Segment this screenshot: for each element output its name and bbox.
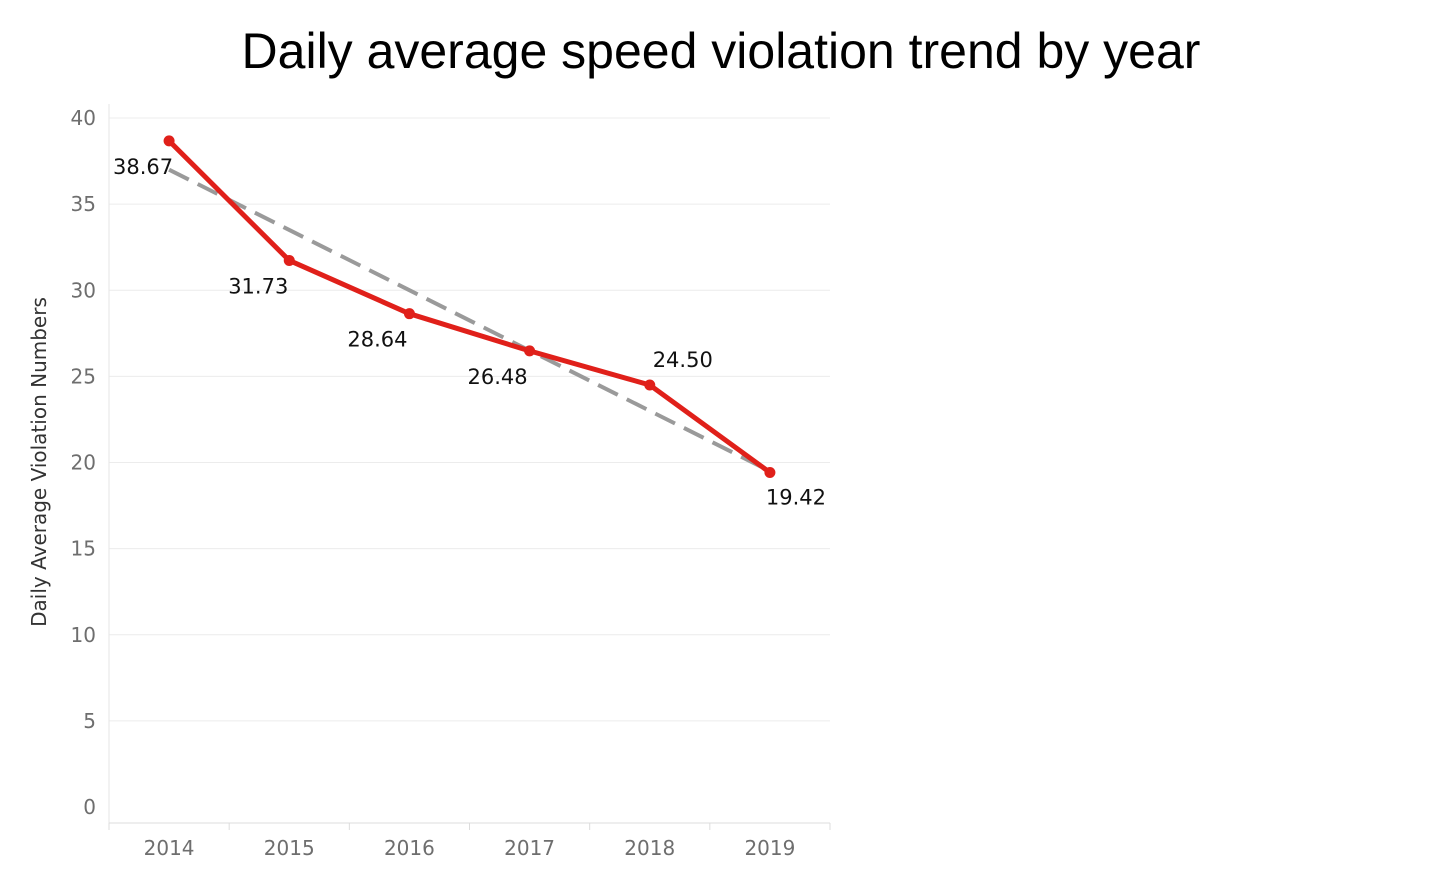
x-tick-label: 2016 bbox=[384, 836, 435, 860]
data-label: 24.50 bbox=[653, 348, 713, 372]
grid-lines bbox=[109, 117, 830, 722]
y-tick-label: 30 bbox=[71, 278, 96, 302]
data-points bbox=[163, 135, 776, 478]
y-tick-label: 10 bbox=[71, 623, 96, 647]
x-tick-label: 2019 bbox=[744, 836, 795, 860]
y-tick-label: 0 bbox=[83, 795, 96, 819]
data-label: 31.73 bbox=[228, 274, 288, 298]
data-label: 26.48 bbox=[468, 365, 528, 389]
data-point[interactable] bbox=[283, 254, 295, 266]
data-point[interactable] bbox=[524, 345, 536, 357]
data-labels: 38.67 31.73 28.64 26.48 24.50 19.42 bbox=[113, 155, 826, 510]
chart-title: Daily average speed violation trend by y… bbox=[241, 23, 1201, 79]
x-tick-label: 2014 bbox=[144, 836, 195, 860]
y-tick-label: 40 bbox=[71, 106, 96, 130]
trend-line bbox=[168, 167, 771, 473]
x-tick-label: 2017 bbox=[504, 836, 555, 860]
y-tick-label: 25 bbox=[71, 364, 96, 388]
trend-line-group bbox=[168, 167, 771, 473]
data-label: 38.67 bbox=[113, 155, 173, 179]
data-point[interactable] bbox=[764, 466, 776, 478]
data-point[interactable] bbox=[163, 135, 175, 147]
y-tick-labels: 0 5 10 15 20 25 30 35 40 bbox=[71, 106, 96, 819]
y-tick-label: 20 bbox=[71, 451, 96, 475]
data-point[interactable] bbox=[644, 379, 656, 391]
axes bbox=[108, 104, 830, 824]
x-tick-labels: 2014 2015 2016 2017 2018 2019 bbox=[108, 823, 831, 860]
series-line bbox=[166, 138, 773, 475]
x-tick-label: 2015 bbox=[264, 836, 315, 860]
y-tick-label: 35 bbox=[71, 192, 96, 216]
y-axis-title: Daily Average Violation Numbers bbox=[27, 297, 51, 627]
y-tick-label: 15 bbox=[71, 537, 96, 561]
data-point[interactable] bbox=[403, 308, 415, 320]
y-tick-label: 5 bbox=[83, 709, 96, 733]
x-tick-label: 2018 bbox=[624, 836, 675, 860]
data-label: 19.42 bbox=[766, 485, 826, 509]
data-label: 28.64 bbox=[347, 328, 407, 352]
series-line-group bbox=[166, 138, 773, 475]
